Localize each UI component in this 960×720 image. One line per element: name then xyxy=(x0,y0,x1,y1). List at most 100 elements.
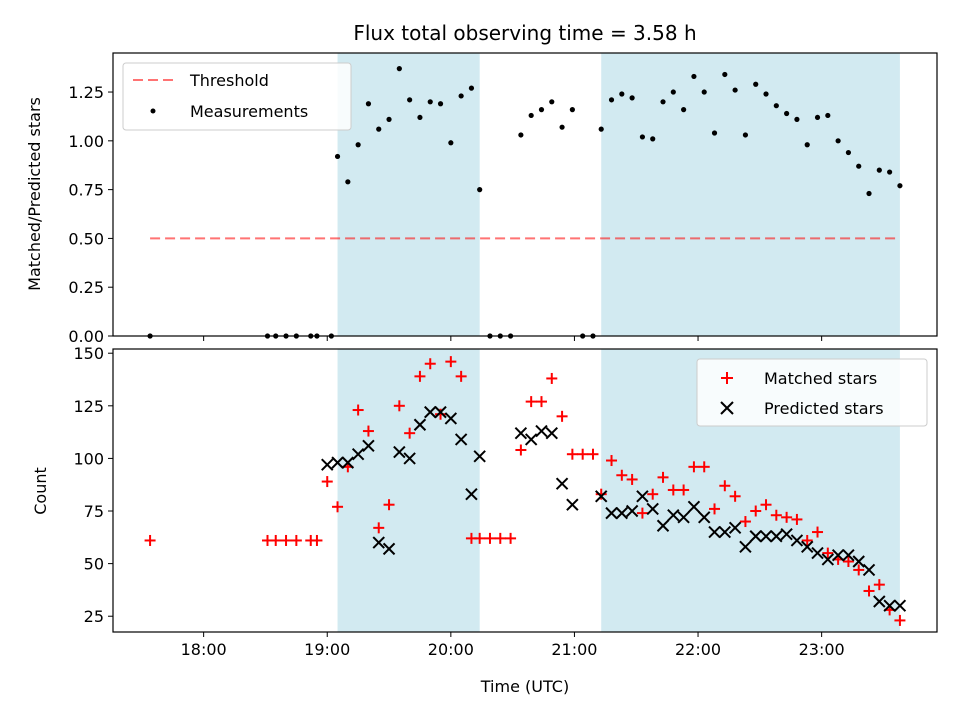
matched-star-point xyxy=(362,425,374,437)
measurement-point xyxy=(437,101,444,107)
predicted-star-point xyxy=(698,511,711,524)
bottom-y-tick-label: 50 xyxy=(84,555,104,574)
top-y-tick-label: 0.75 xyxy=(68,181,104,200)
measurement-point xyxy=(355,142,361,148)
top-plot-frame xyxy=(112,52,938,337)
measurement-point xyxy=(650,136,656,142)
matched-star-point xyxy=(842,556,854,568)
measurement-point xyxy=(742,132,749,138)
matched-star-point xyxy=(595,488,607,500)
measurement-point xyxy=(549,99,555,105)
predicted-star-point xyxy=(656,519,670,532)
matched-star-point xyxy=(626,473,638,485)
matched-star-point xyxy=(616,469,628,481)
measurement-point xyxy=(660,99,666,105)
legend-matched-label: Matched stars xyxy=(764,369,877,388)
matched-star-point xyxy=(404,427,416,439)
measurement-point xyxy=(376,126,382,132)
top-y-tick-label: 1.25 xyxy=(68,83,104,102)
predicted-star-point xyxy=(821,553,835,566)
predicted-star-point xyxy=(524,433,538,446)
chart-title: Flux total observing time = 3.58 h xyxy=(353,21,696,45)
measurement-point xyxy=(629,95,635,101)
x-axis-label: Time (UTC) xyxy=(480,677,569,696)
measurement-point xyxy=(569,107,575,113)
predicted-star-point xyxy=(728,521,742,535)
matched-star-point xyxy=(556,410,568,422)
predicted-star-point xyxy=(687,500,701,514)
matched-star-point xyxy=(801,534,813,546)
matched-star-point xyxy=(435,408,447,420)
measurement-point xyxy=(608,97,615,103)
bottom-legend: Matched stars Predicted stars xyxy=(696,358,928,427)
matched-star-point xyxy=(424,358,436,370)
top-shaded-region-1 xyxy=(601,53,900,336)
predicted-star-point xyxy=(842,548,855,562)
matched-star-point xyxy=(739,516,751,528)
measurement-point xyxy=(691,73,697,80)
matched-star-point xyxy=(719,480,731,492)
predicted-star-point xyxy=(351,447,365,461)
predicted-star-point xyxy=(708,525,721,539)
predicted-star-point xyxy=(321,458,334,471)
bottom-shaded-regions xyxy=(337,349,900,632)
bottom-y-tick-label: 125 xyxy=(73,397,104,416)
predicted-star-point xyxy=(424,405,437,419)
predicted-star-point xyxy=(770,530,783,543)
bottom-plot-frame xyxy=(112,348,938,633)
predicted-star-point xyxy=(667,509,680,522)
matched-star-point xyxy=(894,614,906,626)
predicted-star-point xyxy=(780,527,793,541)
matched-star-point xyxy=(484,532,496,544)
legend-predicted-swatch xyxy=(720,401,734,415)
measurement-point xyxy=(856,163,862,169)
measurement-point xyxy=(701,89,707,95)
predicted-star-point xyxy=(605,506,618,520)
top-axis-ticks: 0.00 0.25 0.50 0.75 1.00 1.25 xyxy=(68,83,823,346)
matched-star-point xyxy=(853,564,865,576)
measurement-point xyxy=(334,153,341,160)
measurement-point xyxy=(598,126,604,132)
measurement-point xyxy=(448,140,454,146)
matched-star-point xyxy=(352,404,364,416)
predicted-star-point xyxy=(646,502,659,516)
predicted-star-point xyxy=(393,445,406,459)
matched-star-point xyxy=(566,448,578,460)
predicted-star-point xyxy=(444,412,458,425)
matched-star-point xyxy=(688,461,700,473)
legend-predicted-label: Predicted stars xyxy=(764,399,884,418)
measurement-point xyxy=(887,169,893,175)
matched-star-point xyxy=(587,448,599,460)
measurement-point xyxy=(732,87,738,93)
measurement-point xyxy=(897,183,903,189)
predicted-star-point xyxy=(893,599,907,612)
matched-star-point xyxy=(812,526,824,538)
predicted-star-point xyxy=(873,595,886,608)
predicted-star-point xyxy=(801,540,814,553)
predicted-star-point xyxy=(362,439,375,452)
bottom-shaded-region-0 xyxy=(337,349,480,632)
predicted-star-point xyxy=(615,506,629,520)
legend-measurement-swatch xyxy=(150,108,156,114)
measurement-point xyxy=(427,99,433,105)
predicted-star-point xyxy=(382,542,396,556)
predicted-star-point xyxy=(454,433,468,446)
matched-star-point xyxy=(373,522,385,534)
matched-star-point xyxy=(332,501,344,513)
bottom-y-tick-label: 75 xyxy=(84,502,104,521)
measurement-point xyxy=(681,107,687,113)
measurement-point xyxy=(866,190,872,197)
matched-star-point xyxy=(321,476,333,488)
measurement-point xyxy=(559,124,565,130)
x-tick-label: 22:00 xyxy=(675,640,721,659)
measurement-point xyxy=(538,107,545,113)
predicted-star-point xyxy=(831,548,845,562)
top-y-tick-label: 0.25 xyxy=(68,278,104,297)
predicted-star-point xyxy=(413,418,427,431)
predicted-star-point xyxy=(331,456,344,469)
matched-star-point xyxy=(873,579,885,591)
measurement-point xyxy=(458,93,464,99)
matched-star-point xyxy=(698,461,710,473)
predicted-star-point xyxy=(595,490,608,503)
